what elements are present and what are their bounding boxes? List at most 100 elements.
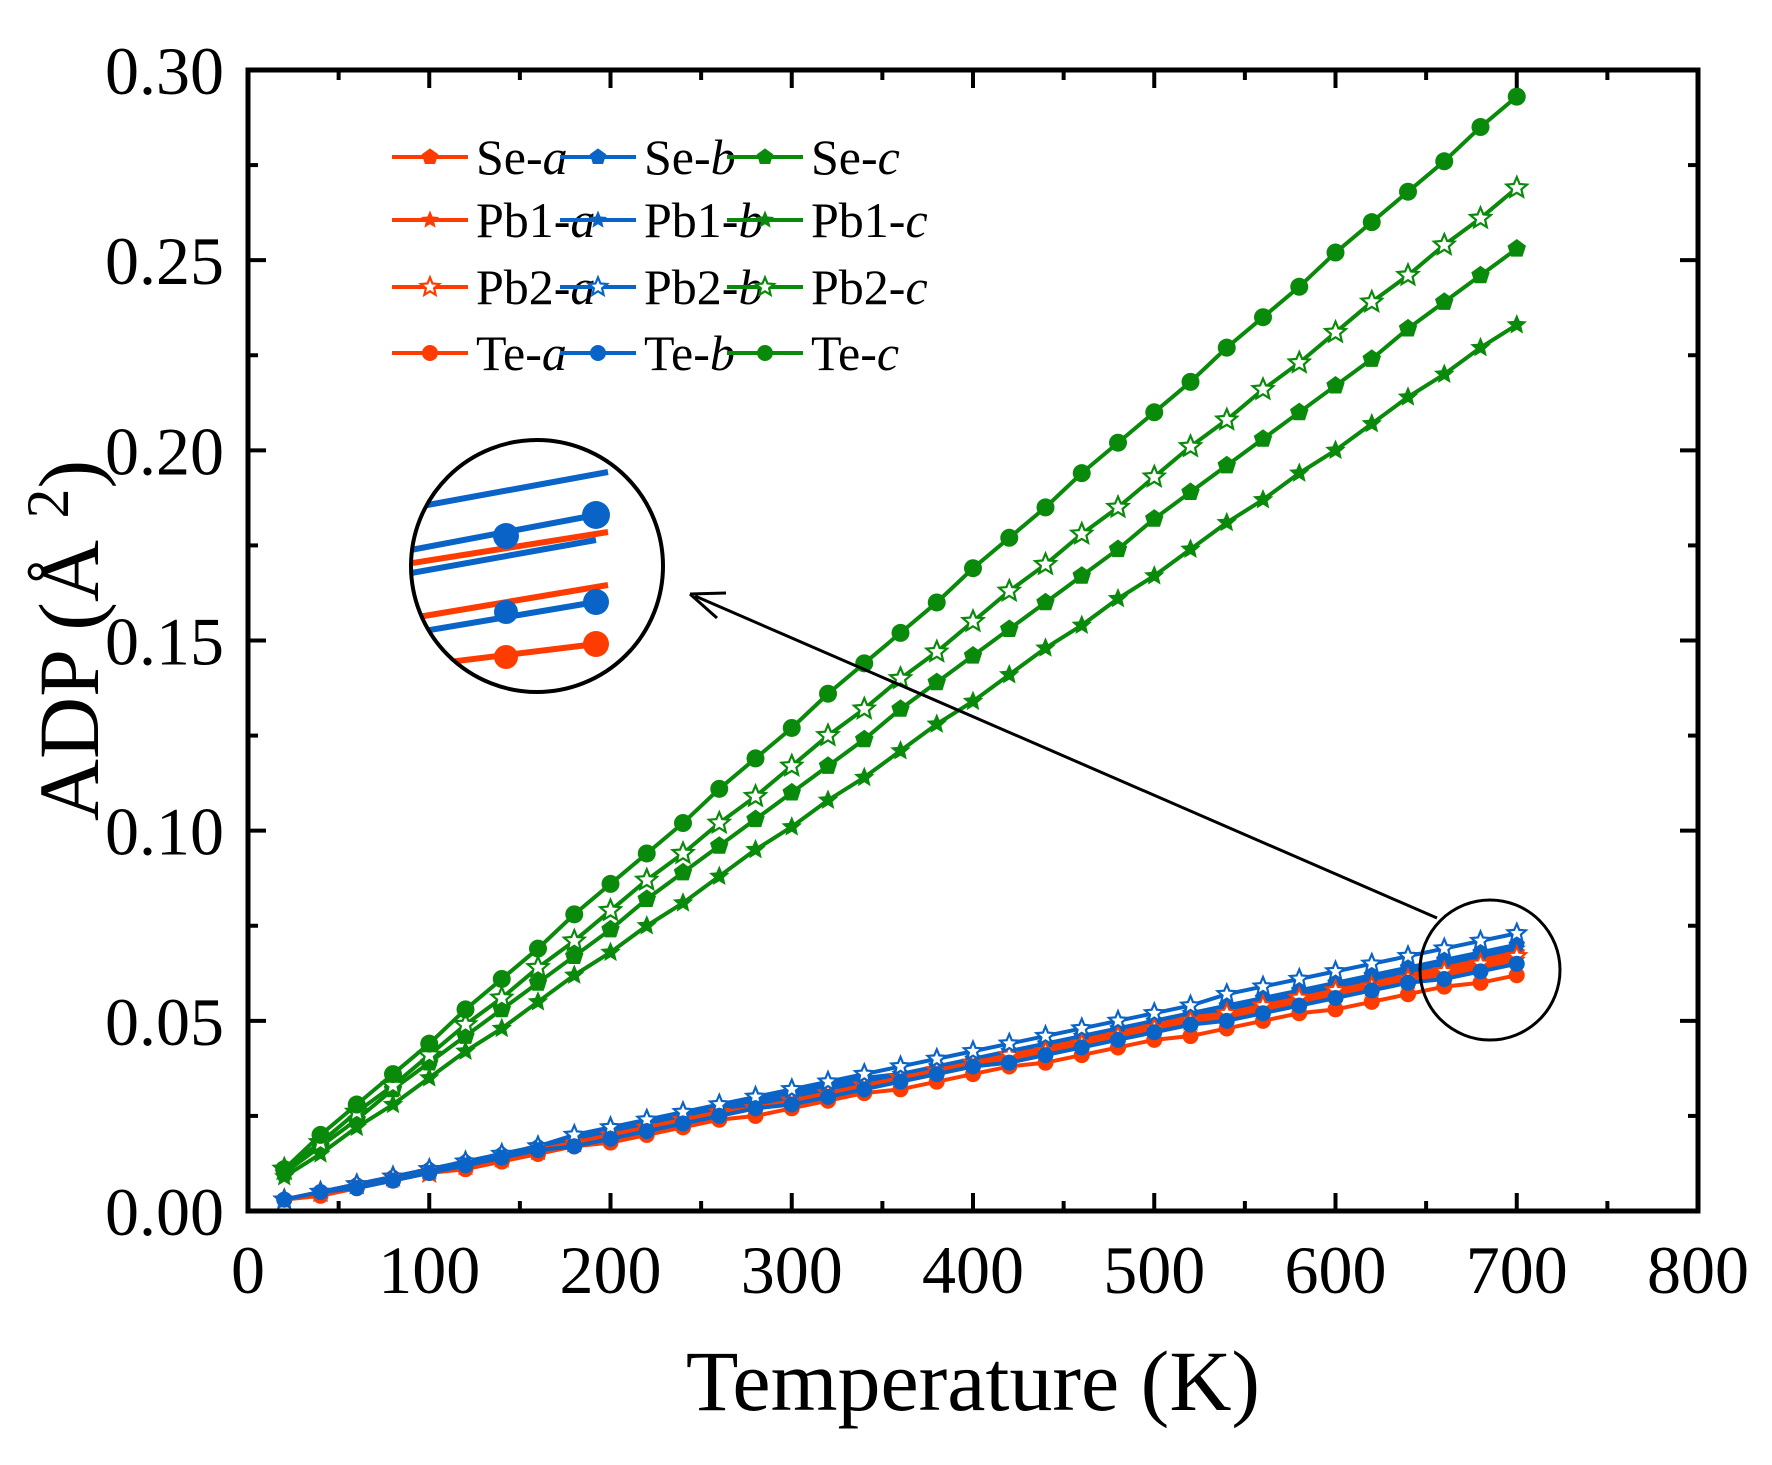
data-point xyxy=(856,1081,873,1098)
x-tick-label: 0 xyxy=(231,1232,265,1308)
data-point xyxy=(1287,966,1312,990)
data-point xyxy=(1503,174,1530,199)
legend-marker xyxy=(590,345,606,361)
data-point xyxy=(455,1040,476,1060)
legend-marker xyxy=(757,345,773,361)
data-point xyxy=(923,638,950,663)
data-point xyxy=(1325,439,1346,460)
legend-label-atom: Pb1- xyxy=(811,192,905,248)
data-point xyxy=(530,1142,546,1159)
data-point xyxy=(1072,566,1091,584)
data-point xyxy=(1472,963,1489,980)
data-point xyxy=(674,814,692,833)
series-Te-c xyxy=(275,87,1526,1179)
legend-marker xyxy=(589,148,607,164)
legend-item-Se-b: Se-b xyxy=(560,129,736,185)
data-point xyxy=(996,577,1023,603)
data-point xyxy=(452,1010,479,1036)
legend-label-atom: Se- xyxy=(476,129,543,185)
series-layer xyxy=(271,87,1530,1210)
data-point xyxy=(348,1180,365,1197)
legend-marker xyxy=(755,210,775,228)
legend-marker xyxy=(421,148,439,164)
data-point xyxy=(710,779,729,798)
data-point xyxy=(1397,386,1419,406)
data-point xyxy=(782,782,801,801)
legend-label-atom: Te- xyxy=(644,325,710,381)
arrow-head xyxy=(689,591,727,620)
legend-marker xyxy=(418,274,442,298)
zoom-source-circle xyxy=(1418,898,1562,1042)
legend-item-Se-a: Se-a xyxy=(392,129,568,185)
data-point xyxy=(855,729,874,748)
data-point xyxy=(747,1100,764,1117)
data-point xyxy=(312,1183,329,1200)
data-point xyxy=(1286,349,1313,374)
data-point xyxy=(963,646,983,664)
zoom-inset xyxy=(409,438,1562,1042)
data-point xyxy=(669,839,697,865)
data-point xyxy=(637,844,656,863)
data-point xyxy=(1036,498,1055,517)
y-axis-title-main: ADP (Å xyxy=(21,519,117,822)
x-axis-title: Temperature (K) xyxy=(686,1333,1260,1429)
data-point xyxy=(1507,239,1526,257)
series-Pb2-c xyxy=(271,174,1530,1181)
legend-label: Te-c xyxy=(811,325,899,381)
data-point xyxy=(1323,958,1348,982)
y-tick-label: 0.15 xyxy=(105,604,224,680)
x-tick-label: 100 xyxy=(378,1232,480,1308)
data-point xyxy=(384,1065,402,1084)
data-point xyxy=(528,973,548,991)
data-point xyxy=(524,953,552,979)
data-point xyxy=(1181,372,1200,391)
data-point xyxy=(959,607,987,633)
data-point xyxy=(1254,308,1272,327)
legend-label-axis: c xyxy=(905,259,927,315)
data-point xyxy=(1032,550,1059,576)
data-point xyxy=(1508,967,1525,984)
data-point xyxy=(633,866,660,892)
x-tick-label: 400 xyxy=(922,1232,1024,1308)
legend-label-atom: Pb1- xyxy=(644,192,738,248)
data-point xyxy=(1326,243,1345,262)
data-point xyxy=(1327,1001,1344,1018)
legend-marker xyxy=(753,274,777,298)
data-point xyxy=(420,1034,439,1053)
y-axis-title: ADP (Å 2) xyxy=(15,460,117,821)
data-point xyxy=(1033,1023,1058,1047)
data-point xyxy=(1431,231,1458,257)
data-point xyxy=(346,1116,367,1137)
data-point xyxy=(927,593,946,612)
data-point xyxy=(781,816,802,836)
data-point xyxy=(1145,403,1164,422)
y-axis-title-close: ) xyxy=(21,460,117,489)
data-point xyxy=(1107,587,1129,608)
data-point xyxy=(673,862,693,881)
data-point xyxy=(1000,619,1019,637)
x-tick-label: 800 xyxy=(1647,1232,1749,1308)
data-point xyxy=(1470,336,1491,357)
axes: 0 100 200 300 400 500 600 700 800 0.00 0.05 0.10 0.1… xyxy=(15,33,1749,1429)
data-point xyxy=(564,964,585,984)
data-point xyxy=(1068,520,1095,545)
data-point xyxy=(1434,363,1455,383)
data-point xyxy=(814,721,842,747)
data-point xyxy=(1110,1031,1126,1048)
data-point xyxy=(636,915,657,935)
data-point xyxy=(1146,1024,1163,1041)
data-point xyxy=(1144,565,1165,585)
data-point xyxy=(1218,1012,1235,1029)
data-point xyxy=(1037,1047,1054,1064)
data-point xyxy=(347,1095,366,1114)
legend-item-Te-b: Te-b xyxy=(560,325,735,381)
legend-label-atom: Se- xyxy=(811,129,878,185)
y-tick-label: 0.30 xyxy=(105,33,224,109)
data-point xyxy=(1467,204,1494,230)
zoom-arrow xyxy=(694,594,1438,920)
legend-item-Te-c: Te-c xyxy=(727,325,899,381)
data-point xyxy=(1504,920,1529,944)
data-point xyxy=(1399,182,1417,201)
legend-label-atom: Pb1- xyxy=(476,192,570,248)
